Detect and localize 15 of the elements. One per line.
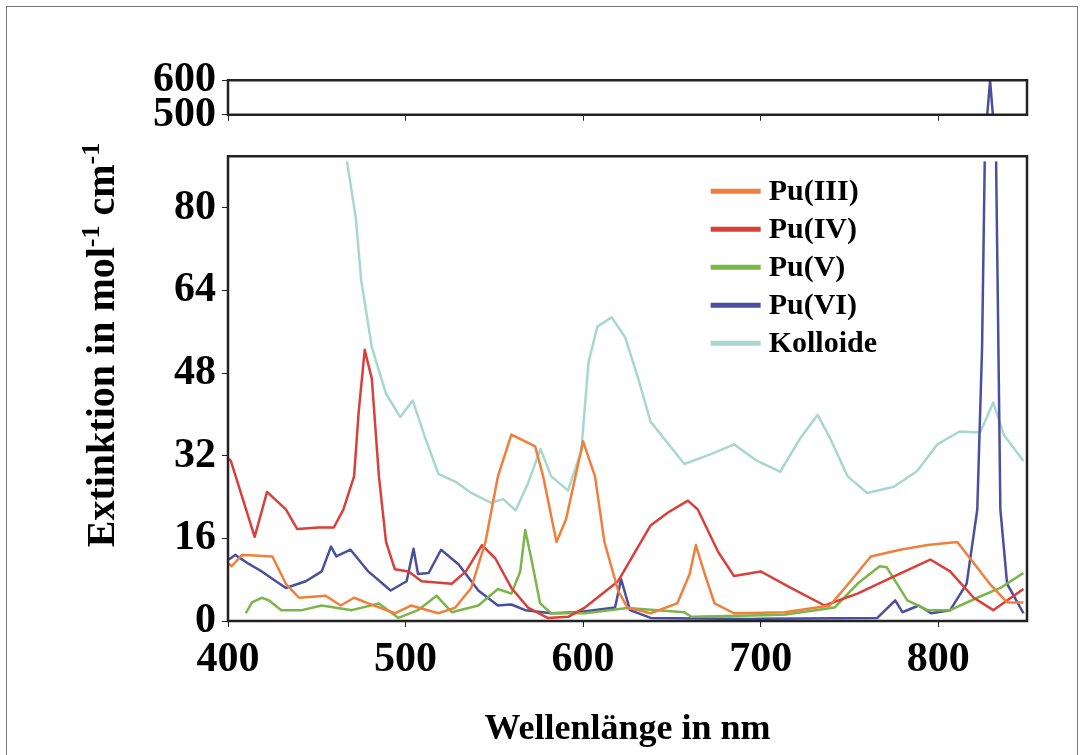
x-axis-title: Wellenlänge in nm	[484, 706, 771, 747]
x-tick-label: 600	[551, 634, 615, 681]
y-tick-label: 32	[174, 429, 216, 476]
y-tick-label: 16	[174, 512, 216, 559]
legend-label: Kolloide	[768, 324, 877, 358]
x-tick-label: 800	[906, 634, 970, 681]
legend-label: Pu(IV)	[768, 210, 857, 245]
y-tick-label: 80	[174, 181, 216, 228]
legend-label: Pu(III)	[768, 172, 859, 207]
legend-label: Pu(V)	[768, 248, 846, 283]
x-tick-label: 500	[374, 634, 438, 681]
y-tick-label: 48	[174, 346, 216, 393]
x-tick-label: 700	[729, 634, 793, 681]
legend-label: Pu(VI)	[768, 286, 857, 321]
y-tick-label: 64	[174, 264, 216, 311]
